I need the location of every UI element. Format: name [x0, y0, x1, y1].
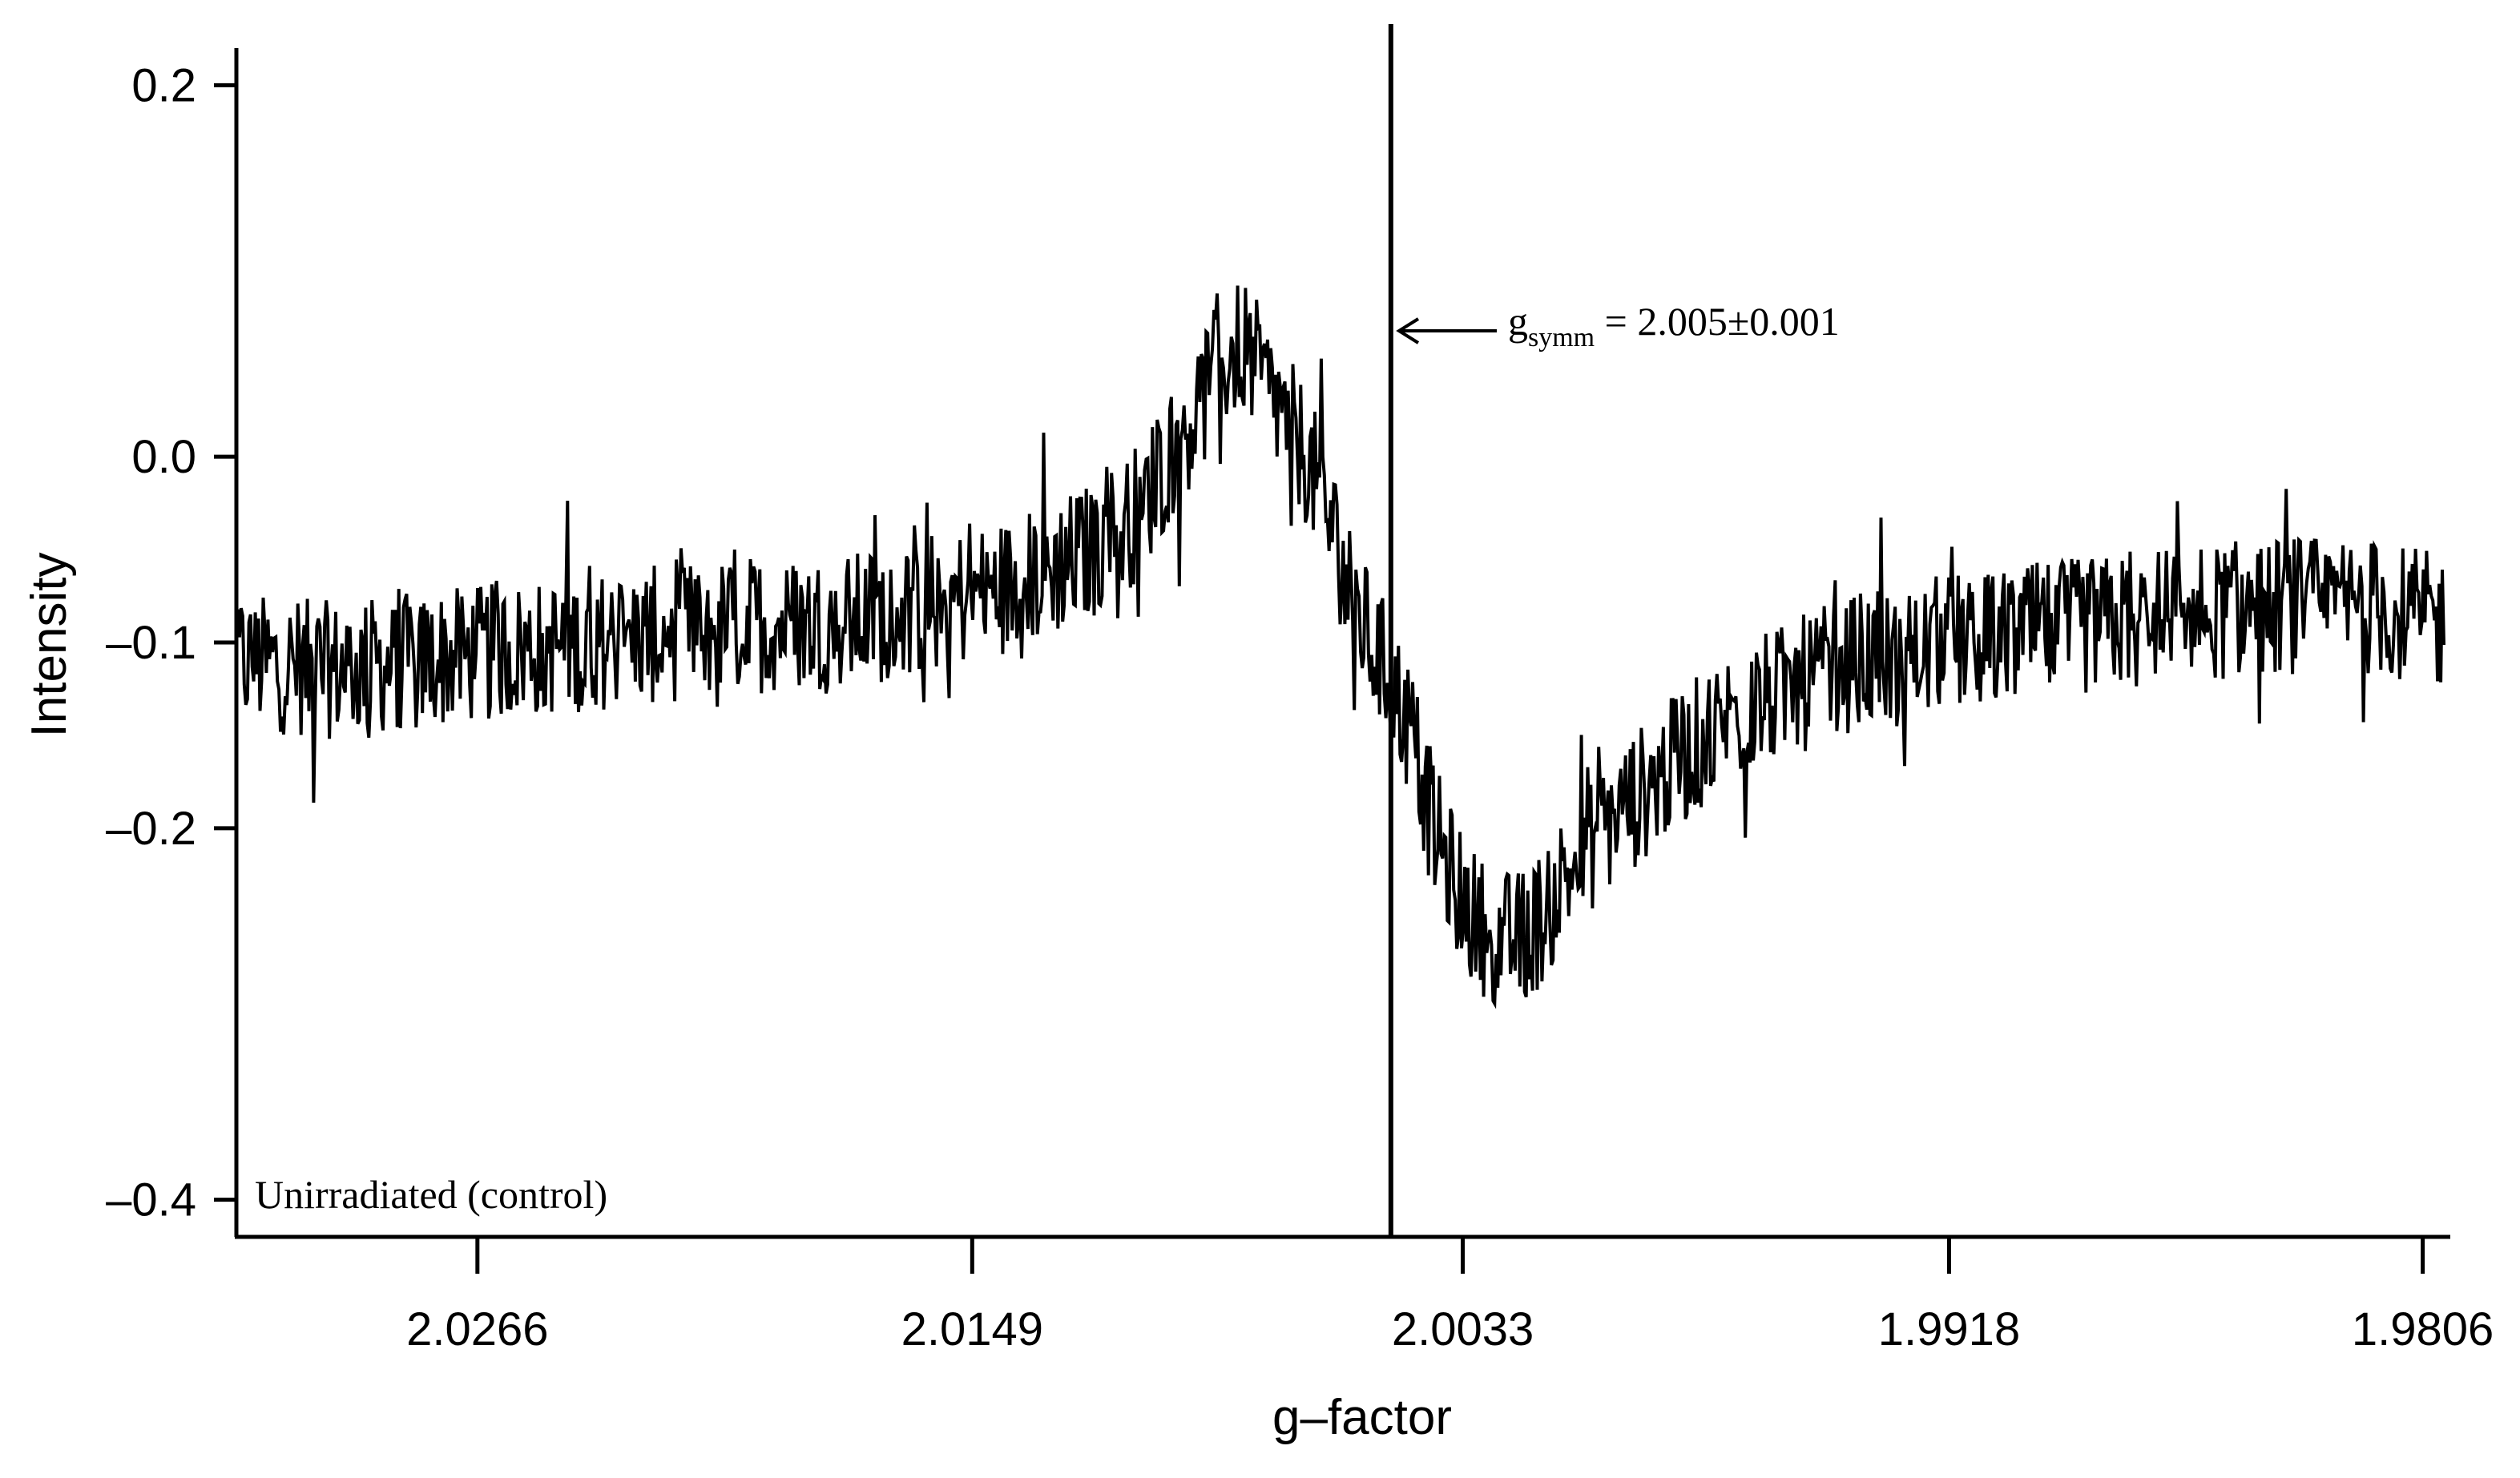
x-tick-label: 1.9806 — [2352, 1303, 2494, 1355]
y-ticks: 0.2 0.0 –0.1 –0.2 –0.4 — [106, 59, 236, 1226]
y-axis-title: Intensity — [22, 553, 77, 738]
x-tick-label: 2.0033 — [1392, 1303, 1534, 1355]
gsymm-subscript: symm — [1528, 323, 1595, 352]
y-tick-label: –0.1 — [106, 617, 196, 669]
gsymm-annotation: gsymm = 2.005±0.001 — [1508, 299, 1840, 352]
spectrum-line-series — [235, 285, 2445, 1009]
y-tick-label: 0.2 — [131, 59, 196, 111]
gsymm-arrow — [1396, 317, 1497, 344]
y-tick-label: –0.4 — [106, 1174, 196, 1226]
y-tick-label: –0.2 — [106, 803, 196, 855]
y-tick-label: 0.0 — [131, 431, 196, 483]
x-axis-title: g–factor — [1272, 1390, 1452, 1445]
sample-label: Unirradiated (control) — [255, 1172, 607, 1217]
series-layer — [235, 285, 2445, 1009]
gsymm-value: = 2.005±0.001 — [1595, 299, 1840, 344]
x-tick-label: 1.9918 — [1878, 1303, 2020, 1355]
x-tick-label: 2.0149 — [901, 1303, 1043, 1355]
gsymm-prefix: g — [1508, 299, 1528, 344]
x-tick-label: 2.0266 — [406, 1303, 548, 1355]
x-ticks: 2.0266 2.0149 2.0033 1.9918 1.9806 — [406, 1237, 2494, 1355]
